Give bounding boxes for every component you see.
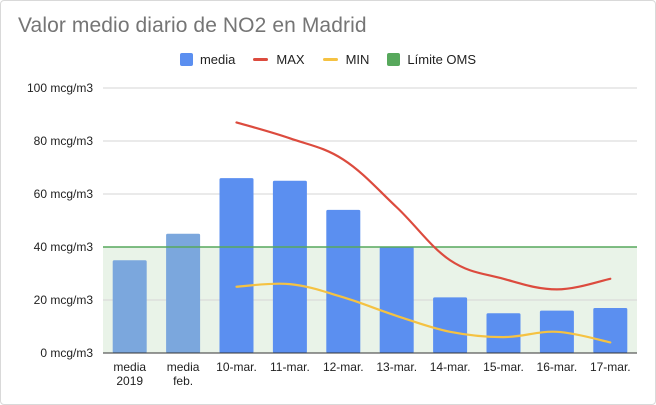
y-tick-label: 80 mcg/m3 [34,134,94,148]
y-tick-label: 20 mcg/m3 [34,293,94,307]
y-tick-label: 100 mcg/m3 [27,81,93,95]
legend-label-max: MAX [276,52,305,67]
y-tick-label: 0 mcg/m3 [40,346,93,360]
series-line-min [235,282,612,344]
x-tick-label: 2019 [116,374,143,388]
x-tick-label: 15-mar. [483,360,524,374]
bar [593,307,628,353]
bar [272,180,307,353]
bar [219,178,254,353]
x-tick-label: 11-mar. [270,360,310,374]
legend-item-limite-oms[interactable]: Límite OMS [387,52,476,67]
legend-label-media: media [199,52,236,67]
x-tick-label: 10-mar. [216,360,257,374]
legend-item-max[interactable]: MAX [253,52,305,67]
legend-swatch-max [253,58,269,61]
chart-legend: media MAX MIN Límite OMS [0,52,656,67]
x-tick-label: 17-mar. [590,360,631,374]
legend-item-media[interactable]: media [179,52,236,67]
x-tick-label: 14-mar. [430,360,471,374]
y-tick-label: 40 mcg/m3 [34,240,94,254]
x-tick-label: 13-mar. [376,360,417,374]
legend-item-min[interactable]: MIN [322,52,370,67]
legend-swatch-media [179,53,193,66]
legend-swatch-min [322,58,338,61]
x-tick-label: 16-mar. [537,360,578,374]
bar [326,209,361,353]
bar [433,297,468,353]
x-tick-label: media [113,360,146,374]
x-tick-label: 12-mar. [323,360,364,374]
bar [486,313,521,353]
bar [379,247,414,353]
bar [112,260,147,353]
legend-swatch-limite-oms [387,53,401,66]
legend-label-limite-oms: Límite OMS [407,52,477,67]
series-line-max [235,121,612,291]
bar [166,233,201,353]
chart-title: Valor medio diario de NO2 en Madrid [18,14,367,37]
legend-label-min: MIN [345,52,370,67]
x-tick-label: media [167,360,200,374]
y-tick-label: 60 mcg/m3 [34,187,94,201]
x-tick-label: feb. [173,374,193,388]
